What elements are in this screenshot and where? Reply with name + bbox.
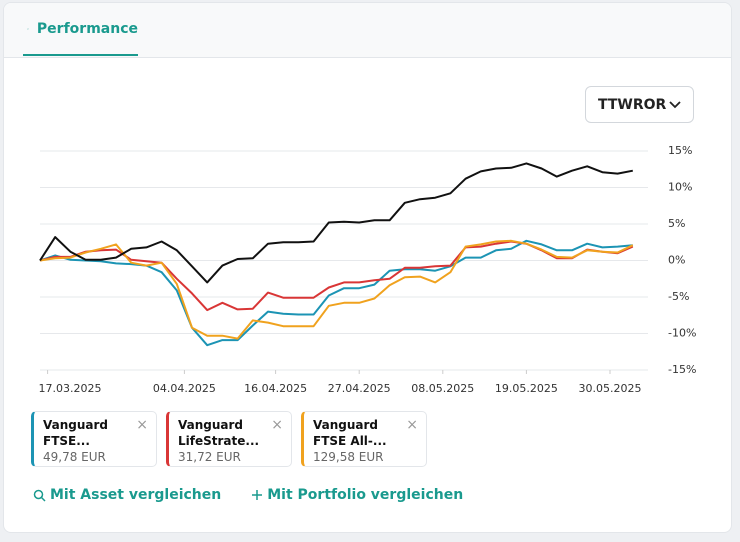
remove-button[interactable]: × [271,417,283,433]
link-label: Mit Asset vergleichen [50,487,222,503]
y-tick-label: 5% [668,217,685,230]
x-tick-label: 04.04.2025 [153,382,216,395]
percent-icon [27,27,29,30]
x-tick-label: 30.05.2025 [579,382,642,395]
legend-name: Vanguard LifeStrate... [178,418,260,448]
compare-portfolio-link[interactable]: Mit Portfolio vergleichen [251,487,463,503]
remove-button[interactable]: × [136,417,148,433]
x-tick-label: 08.05.2025 [411,382,474,395]
legend-amount: 49,78 EUR [43,450,106,464]
x-tick-label: 19.05.2025 [495,382,558,395]
tab-label: Performance [36,20,138,37]
metric-dropdown[interactable]: TTWROR [585,86,694,123]
x-tick-label: 17.03.2025 [39,382,102,395]
legend: Vanguard FTSE... 49,78 EUR × Vanguard LifeS… [31,411,427,467]
legend-item[interactable]: Vanguard FTSE All-... 129,58 EUR × [301,411,427,467]
legend-name: Vanguard FTSE All-... [313,418,387,448]
dropdown-label: TTWROR [598,96,667,113]
y-tick-label: 10% [668,181,692,194]
link-label: Mit Portfolio vergleichen [267,487,464,503]
compare-asset-link[interactable]: Mit Asset vergleichen [33,487,221,503]
y-tick-label: -5% [668,290,689,303]
remove-button[interactable]: × [406,417,418,433]
x-tick-label: 16.04.2025 [244,382,307,395]
chart: 15% 10% 5% 0% -5% -10% -15% 17.03.2025 04.04.202… [39,144,697,395]
x-tick-label: 27.04.2025 [328,382,391,395]
series-line [39,162,633,284]
legend-amount: 31,72 EUR [178,450,241,464]
legend-name: Vanguard FTSE... [43,418,109,448]
series-line [39,239,633,347]
tab-bar: Performance [4,3,731,58]
y-tick-label: 0% [668,254,685,267]
search-icon [33,489,46,502]
tab[interactable]: Performance [23,3,138,56]
series-line [39,239,634,340]
y-tick-label: 15% [668,144,692,157]
legend-item[interactable]: Vanguard LifeStrate... 31,72 EUR × [166,411,292,467]
chevron [669,100,681,108]
plus-icon [252,490,263,500]
y-tick-label: -15% [668,363,696,376]
legend-item[interactable]: Vanguard FTSE... 49,78 EUR × [31,411,157,467]
legend-amount: 129,58 EUR [313,450,384,464]
y-tick-label: -10% [668,327,696,340]
performance-card: Performance [3,2,732,533]
compare-links: Mit Asset vergleichen Mit Portfolio verg… [33,487,463,503]
